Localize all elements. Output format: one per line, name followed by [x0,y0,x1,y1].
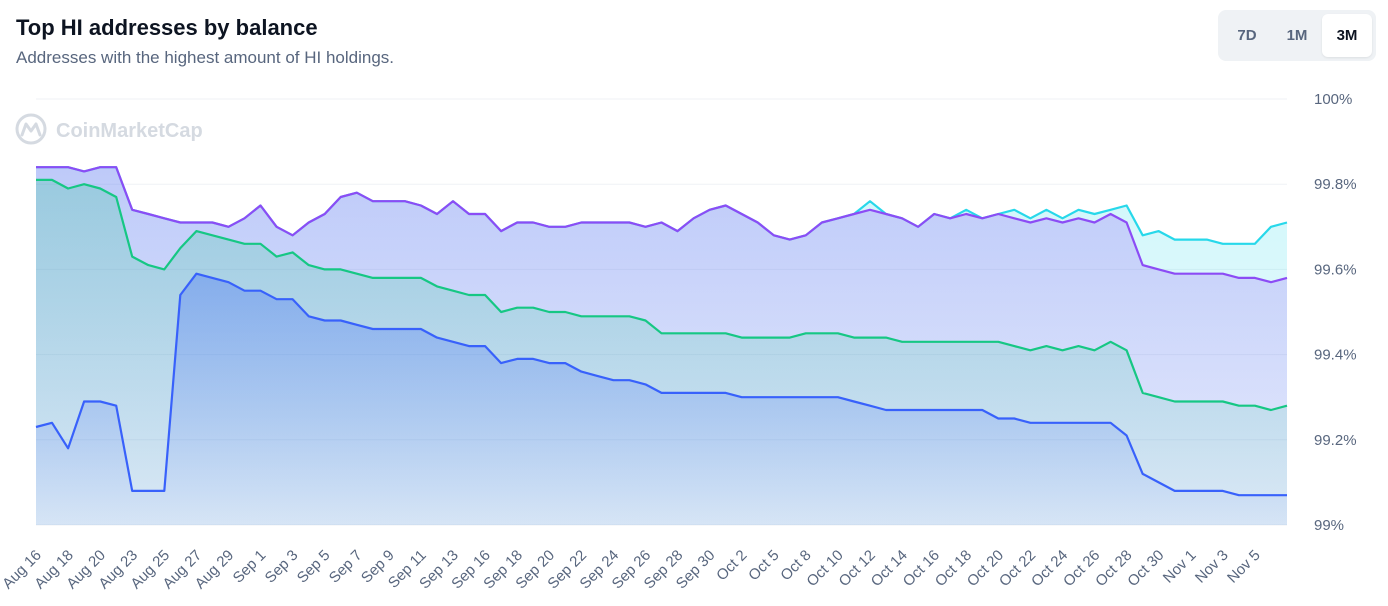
chart-header: Top HI addresses by balance Addresses wi… [16,14,394,69]
coinmarketcap-logo-icon [15,113,47,145]
watermark-text: CoinMarketCap [56,120,203,142]
y-tick-label: 99.6% [1314,261,1357,278]
page-subtitle: Addresses with the highest amount of HI … [16,48,394,67]
x-tick-label: Sep 7 [326,547,366,587]
x-tick-label: Nov 1 [1160,547,1200,587]
y-tick-label: 99% [1314,517,1344,534]
line-top10 [35,272,1287,497]
x-tick-label: Sep 5 [294,547,334,587]
x-tick-label: Oct 2 [713,547,750,584]
range-7d-button[interactable]: 7D [1237,27,1257,44]
x-tick-label: Oct 5 [745,547,782,584]
x-tick-label: Oct 30 [1124,547,1167,590]
coinmarketcap-watermark: CoinMarketCap [15,113,203,145]
series-areas [36,167,1287,525]
page-title: Top HI addresses by balance [16,15,318,40]
range-1m-button[interactable]: 1M [1286,27,1308,44]
line-top20 [36,178,1288,412]
series-lines [35,166,1288,497]
coinmarketcap-logo-mark-icon [20,122,42,137]
line-top50 [36,166,1288,284]
y-tick-label: 99.2% [1314,432,1357,449]
y-axis-ticks: 99% 99.2% 99.4% 99.6% 99.8% 100% [1314,91,1357,534]
x-tick-label: Nov 5 [1224,547,1264,587]
range-3m-button[interactable]: 3M [1322,14,1372,57]
time-range-selector: 7D 1M 3M [1218,10,1376,61]
area-top10 [36,273,1287,525]
x-tick-label: Sep 1 [230,547,270,587]
y-tick-label: 99.4% [1314,347,1357,364]
x-tick-label: Sep 3 [262,547,302,587]
y-tick-label: 100% [1314,91,1352,108]
x-tick-label: Nov 3 [1192,547,1232,587]
y-tick-label: 99.8% [1314,176,1357,193]
